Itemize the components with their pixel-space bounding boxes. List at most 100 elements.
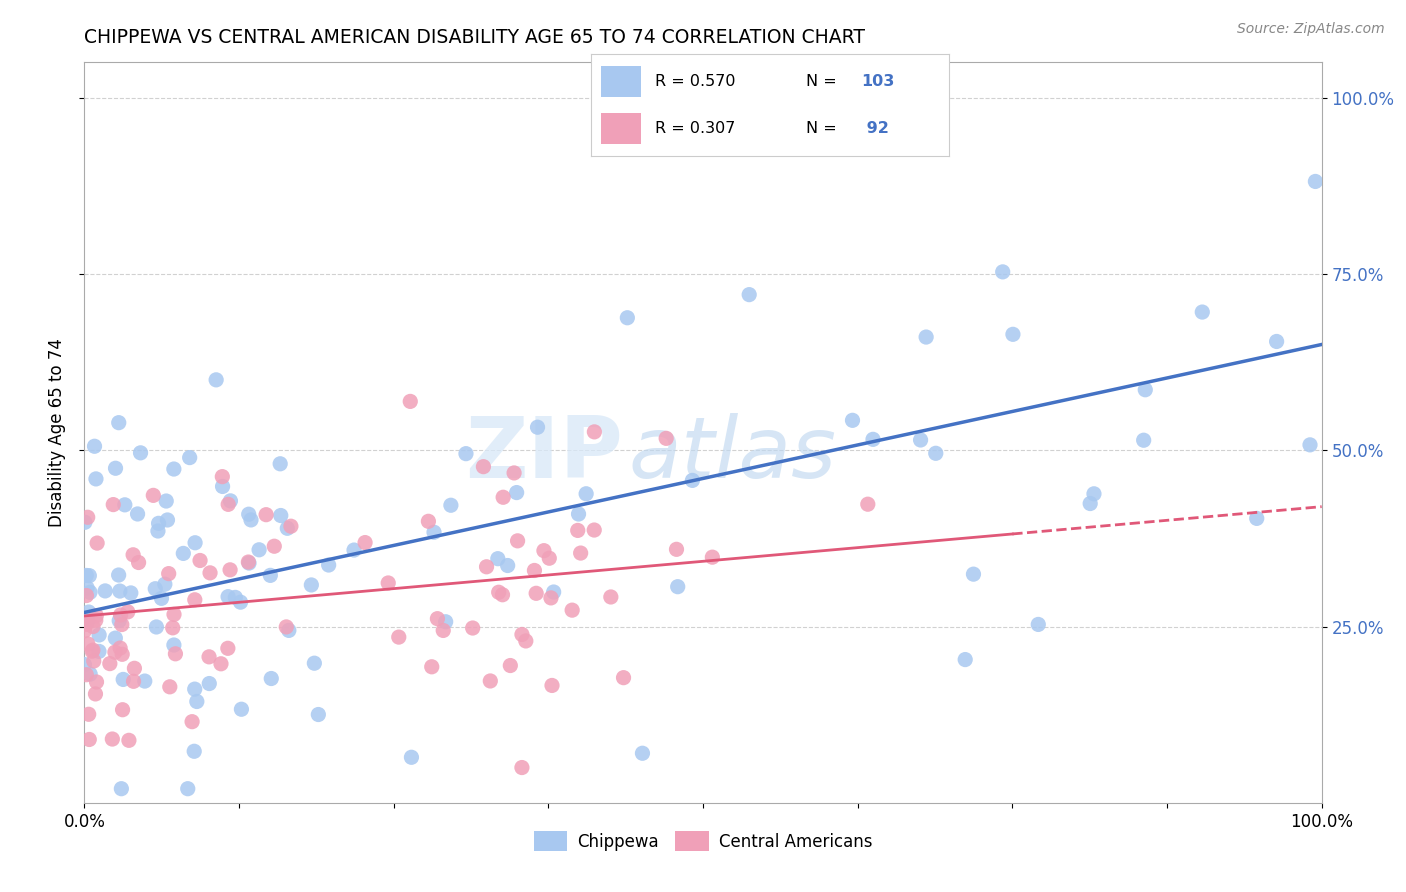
Point (83, 654, 105, 668)
Point (681, 474, 703, 488)
Text: N =: N = (806, 121, 842, 136)
Point (1083, 487, 1105, 501)
Point (75, 616, 97, 631)
Point (247, 542, 270, 557)
Point (101, 732, 124, 747)
Point (541, 678, 564, 692)
Point (217, 590, 239, 604)
Point (1299, 438, 1322, 452)
Point (491, 588, 513, 602)
Point (172, 546, 194, 560)
Point (524, 586, 547, 600)
Point (440, 498, 463, 512)
Point (89, 628, 111, 642)
Point (117, 605, 139, 619)
Point (82, 619, 104, 633)
Point (1001, 327, 1024, 342)
Point (75, 617, 97, 632)
Point (343, 543, 366, 558)
Point (73, 516, 96, 530)
Point (122, 548, 145, 562)
Point (856, 497, 879, 511)
Point (118, 733, 141, 747)
Point (665, 542, 688, 557)
Point (1265, 334, 1288, 349)
Point (155, 494, 177, 508)
Point (184, 592, 207, 607)
Point (962, 567, 984, 582)
Point (82, 643, 104, 657)
Point (1305, 174, 1327, 188)
Point (143, 582, 166, 596)
Point (211, 469, 233, 483)
Text: 103: 103 (862, 74, 894, 88)
Point (599, 590, 621, 604)
Point (162, 621, 184, 635)
Point (1132, 434, 1154, 448)
Point (432, 624, 454, 638)
Point (198, 676, 221, 690)
Point (377, 576, 399, 591)
Point (186, 694, 208, 708)
Point (107, 416, 129, 430)
Point (515, 634, 537, 648)
Point (307, 707, 329, 722)
Point (506, 533, 529, 548)
Point (114, 498, 136, 512)
Point (910, 433, 932, 447)
Point (533, 543, 555, 558)
Point (991, 265, 1014, 279)
Point (505, 485, 527, 500)
Text: R = 0.570: R = 0.570 (655, 74, 735, 88)
Point (488, 585, 510, 599)
Point (561, 603, 583, 617)
Point (112, 673, 135, 687)
Point (259, 568, 281, 582)
Point (205, 373, 228, 387)
Point (543, 585, 565, 599)
Point (655, 431, 678, 445)
Point (540, 591, 562, 605)
Point (156, 513, 179, 527)
Point (107, 568, 129, 582)
Point (127, 507, 149, 521)
Point (124, 661, 146, 675)
Point (567, 507, 589, 521)
Point (1246, 511, 1268, 525)
Point (612, 671, 634, 685)
Point (150, 591, 173, 606)
Point (240, 513, 263, 527)
Point (399, 394, 422, 409)
Point (129, 446, 152, 460)
Point (231, 702, 253, 716)
Point (181, 714, 204, 729)
Point (631, 746, 654, 760)
Point (276, 521, 298, 535)
Y-axis label: Disability Age 65 to 74: Disability Age 65 to 74 (48, 338, 66, 527)
Point (454, 447, 477, 461)
Point (616, 310, 638, 325)
Point (198, 649, 221, 664)
Point (229, 595, 252, 609)
Point (209, 657, 232, 671)
Point (75, 589, 97, 603)
Point (163, 638, 186, 652)
Point (523, 564, 546, 578)
Point (177, 781, 200, 796)
Point (219, 494, 242, 508)
Point (84, 613, 107, 627)
Legend: Chippewa, Central Americans: Chippewa, Central Americans (527, 825, 879, 857)
Point (103, 498, 125, 512)
Point (87, 644, 110, 658)
Point (238, 556, 260, 570)
Point (1026, 617, 1049, 632)
Point (128, 556, 150, 570)
Point (179, 450, 201, 465)
Point (159, 680, 181, 694)
Point (108, 584, 131, 599)
Point (738, 287, 761, 301)
Point (526, 420, 548, 434)
Point (188, 553, 211, 567)
Point (79, 568, 101, 582)
Point (418, 514, 440, 528)
